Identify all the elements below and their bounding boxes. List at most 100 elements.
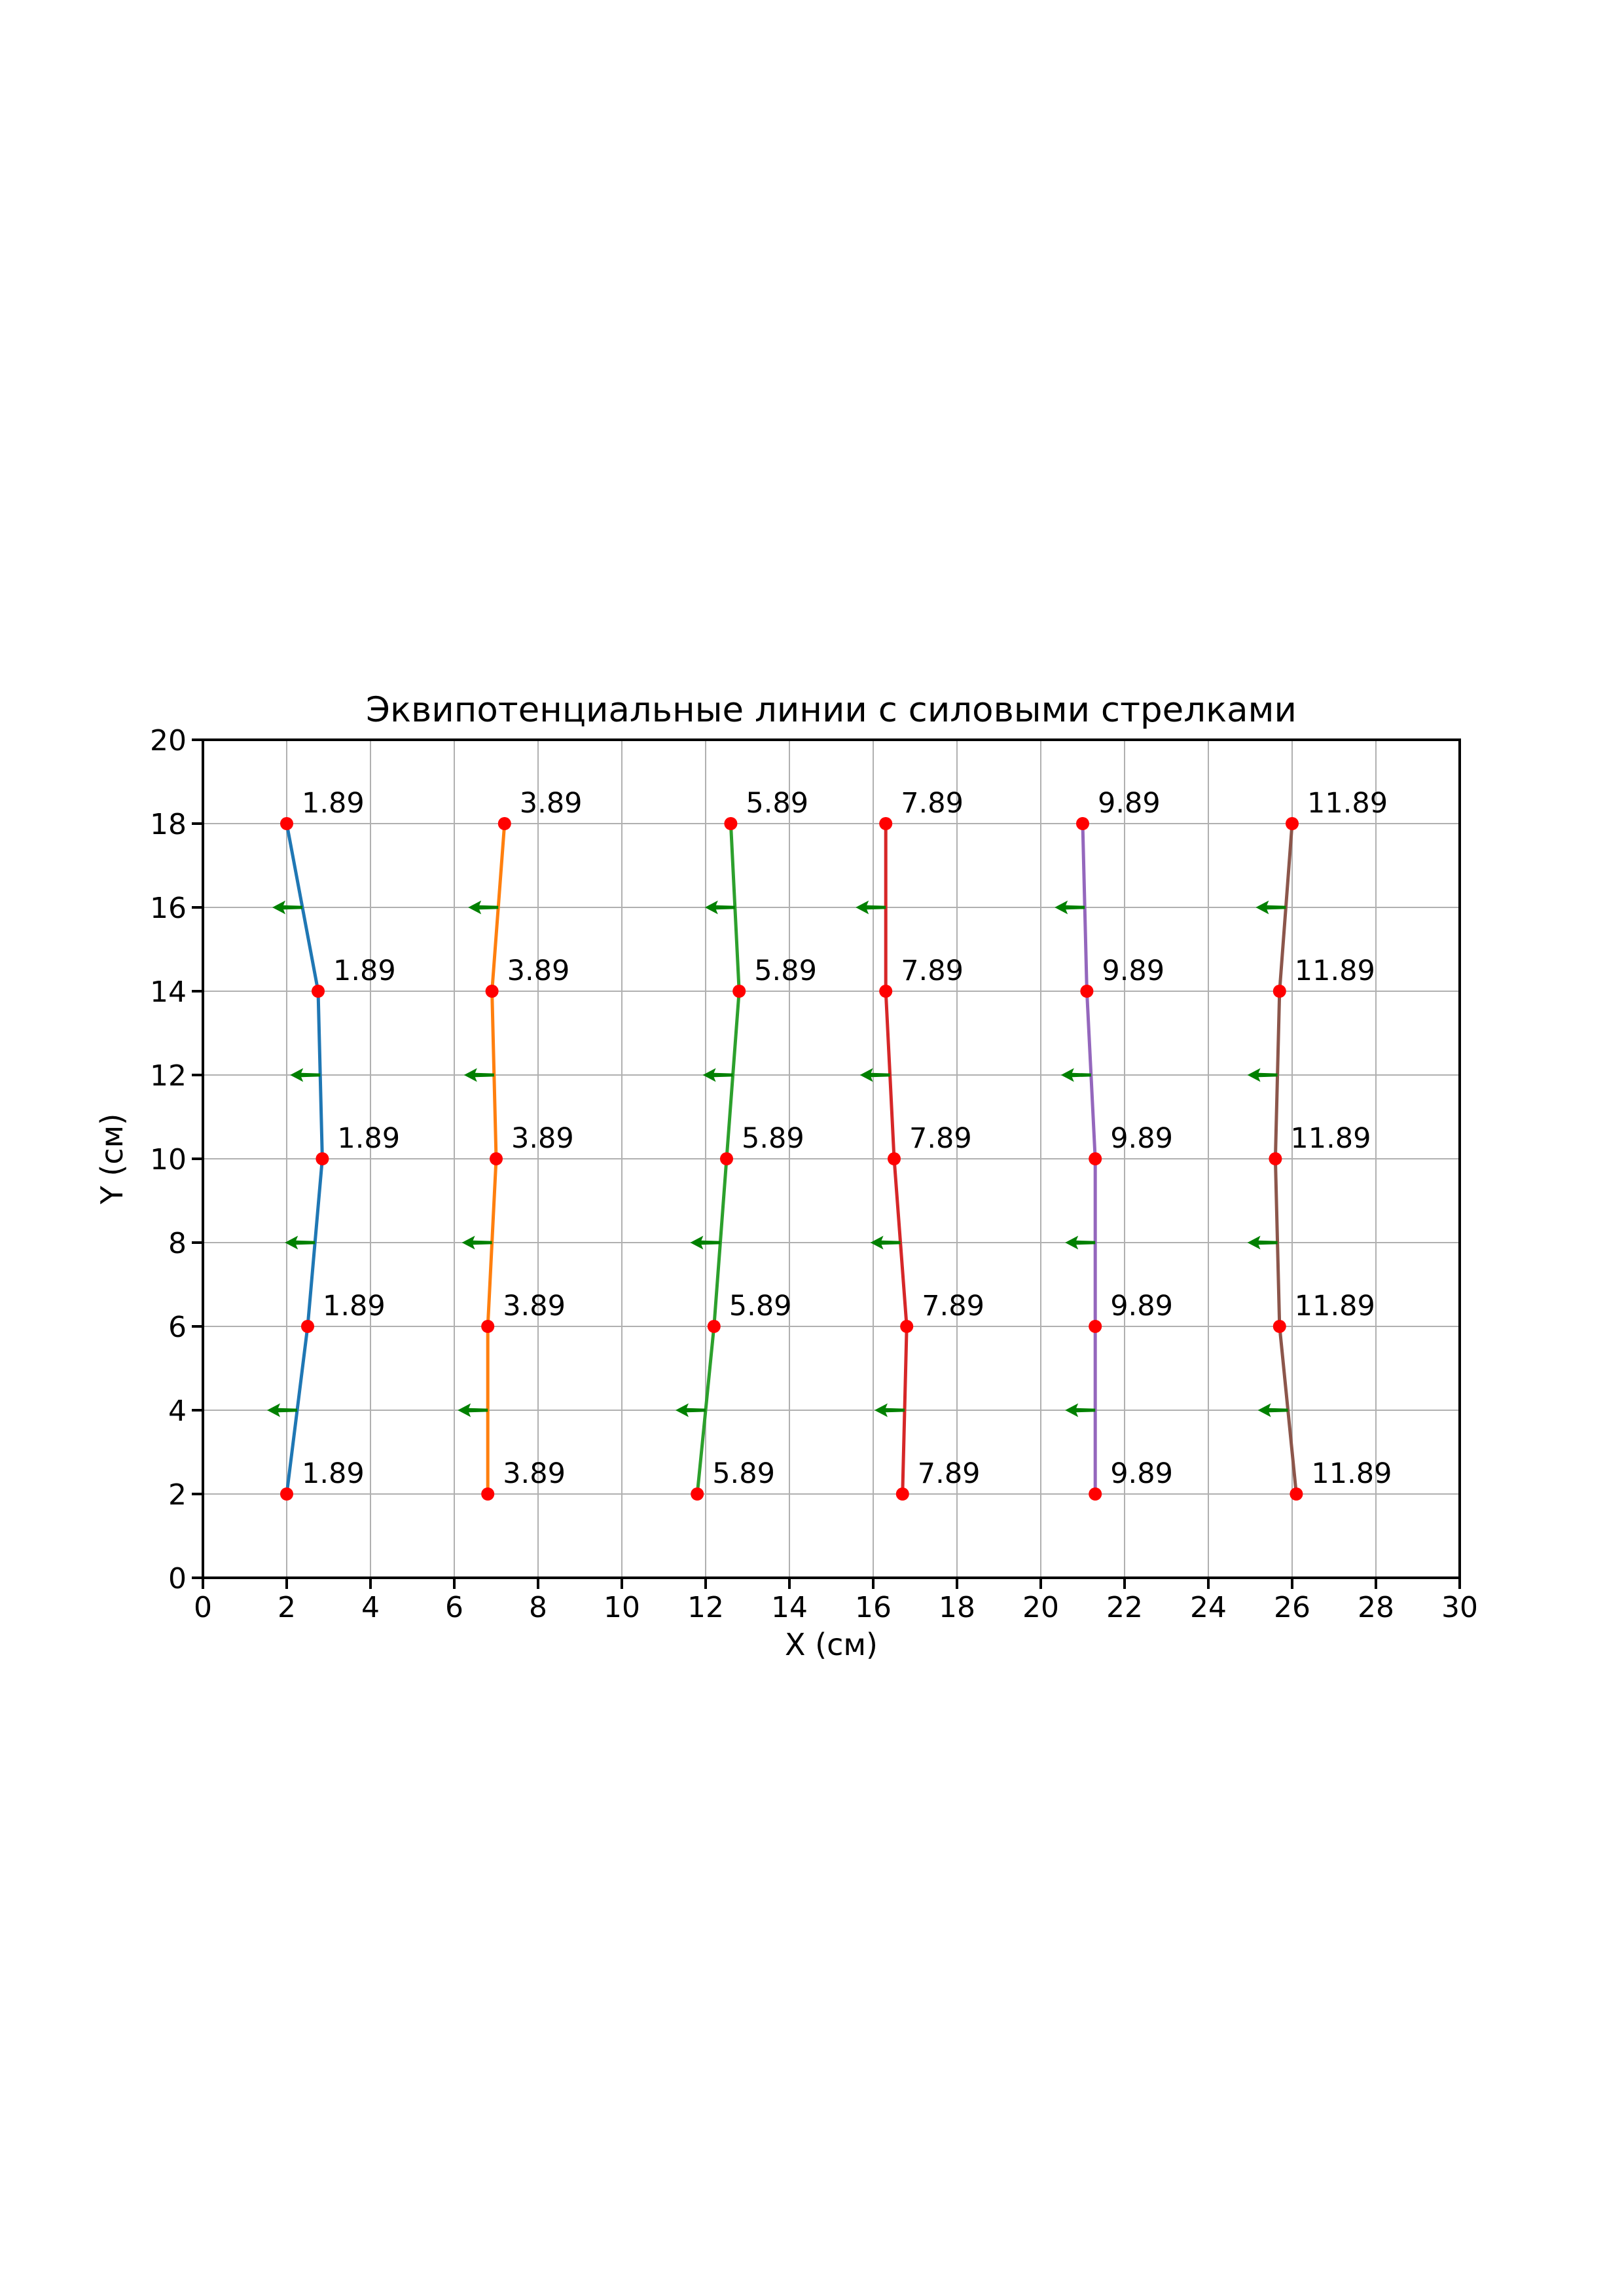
data-point-marker <box>481 1320 495 1333</box>
point-value-label: 3.89 <box>503 1457 566 1490</box>
data-point-marker <box>312 985 325 998</box>
point-value-label: 7.89 <box>918 1457 981 1490</box>
force-arrow <box>1060 1068 1091 1082</box>
point-value-label: 1.89 <box>302 1457 365 1490</box>
x-axis-label: X (см) <box>785 1627 878 1662</box>
data-point-marker <box>301 1320 314 1333</box>
force-arrow <box>1055 900 1085 915</box>
data-point-marker <box>895 1487 909 1501</box>
data-point-marker <box>1272 1320 1286 1333</box>
data-point-marker <box>879 985 893 998</box>
point-value-label: 9.89 <box>1110 1457 1173 1490</box>
x-tick-label: 16 <box>855 1591 892 1624</box>
x-tick-label: 20 <box>1022 1591 1059 1624</box>
force-arrow <box>870 1235 901 1250</box>
y-tick-label: 8 <box>168 1227 187 1260</box>
data-point-marker <box>490 1152 503 1165</box>
x-tick-label: 28 <box>1358 1591 1394 1624</box>
data-point-marker <box>1286 817 1299 830</box>
x-tick-label: 4 <box>361 1591 380 1624</box>
point-value-label: 7.89 <box>901 787 964 820</box>
x-tick-label: 22 <box>1106 1591 1143 1624</box>
y-tick-label: 12 <box>150 1059 187 1093</box>
data-point-marker <box>1269 1152 1282 1165</box>
point-value-label: 11.89 <box>1311 1457 1392 1490</box>
annotation-layer: 1.89 1.89 1.89 1.89 1.89 3.89 3.89 3.89 3.89 3.89… <box>302 787 1392 1490</box>
x-tick-label: 12 <box>687 1591 724 1624</box>
point-value-label: 9.89 <box>1102 955 1164 987</box>
force-arrow <box>458 1403 488 1417</box>
force-arrow <box>285 1235 316 1250</box>
data-point-marker <box>280 1487 293 1501</box>
marker-layer <box>280 817 1303 1501</box>
force-arrow <box>690 1235 721 1250</box>
y-tick-label: 0 <box>168 1562 187 1595</box>
point-value-label: 5.89 <box>742 1122 804 1155</box>
force-arrow <box>1247 1068 1278 1082</box>
point-value-label: 7.89 <box>922 1290 984 1322</box>
y-tick-label: 4 <box>168 1394 187 1428</box>
point-value-label: 3.89 <box>507 955 570 987</box>
point-value-label: 11.89 <box>1295 955 1375 987</box>
force-arrow <box>463 1068 494 1082</box>
data-point-marker <box>1272 985 1286 998</box>
x-tick-label: 24 <box>1190 1591 1227 1624</box>
data-point-marker <box>888 1152 901 1165</box>
force-arrow <box>1065 1403 1096 1417</box>
force-arrow <box>676 1403 706 1417</box>
force-arrow <box>272 900 302 915</box>
y-tick-label: 18 <box>150 808 187 841</box>
data-point-marker <box>316 1152 329 1165</box>
point-value-label: 7.89 <box>909 1122 972 1155</box>
point-value-label: 3.89 <box>503 1290 566 1322</box>
point-value-label: 11.89 <box>1307 787 1388 820</box>
y-axis-label: Y (см) <box>94 1114 130 1205</box>
force-arrow <box>267 1403 297 1417</box>
data-point-marker <box>1089 1487 1102 1501</box>
force-arrow <box>461 1235 492 1250</box>
force-arrow <box>290 1068 321 1082</box>
point-value-label: 5.89 <box>729 1290 792 1322</box>
x-tick-label: 14 <box>771 1591 808 1624</box>
y-tick-label: 16 <box>150 892 187 925</box>
data-point-marker <box>691 1487 704 1501</box>
data-point-marker <box>732 985 746 998</box>
x-tick-label: 2 <box>278 1591 296 1624</box>
point-value-label: 5.89 <box>754 955 817 987</box>
point-value-label: 11.89 <box>1295 1290 1375 1322</box>
data-point-marker <box>1290 1487 1303 1501</box>
point-value-label: 1.89 <box>323 1290 386 1322</box>
point-value-label: 1.89 <box>333 955 396 987</box>
force-arrow <box>856 900 886 915</box>
data-point-marker <box>724 817 738 830</box>
y-tick-label: 14 <box>150 975 187 1009</box>
force-arrow <box>704 900 735 915</box>
point-value-label: 9.89 <box>1098 787 1161 820</box>
x-tick-label: 8 <box>529 1591 547 1624</box>
chart-title: Эквипотенциальные линии с силовыми стрел… <box>366 690 1297 730</box>
data-point-marker <box>1076 817 1089 830</box>
data-point-marker <box>1080 985 1094 998</box>
force-arrow <box>702 1068 733 1082</box>
point-value-label: 9.89 <box>1110 1290 1173 1322</box>
force-arrow <box>859 1068 890 1082</box>
force-arrow <box>875 1403 905 1417</box>
force-arrow <box>1247 1235 1278 1250</box>
point-value-label: 3.89 <box>511 1122 574 1155</box>
data-point-marker <box>879 817 893 830</box>
y-tick-label: 20 <box>150 724 187 757</box>
data-point-marker <box>720 1152 733 1165</box>
x-tick-label: 0 <box>194 1591 212 1624</box>
data-point-marker <box>481 1487 495 1501</box>
point-value-label: 11.89 <box>1290 1122 1371 1155</box>
x-tick-label: 18 <box>939 1591 975 1624</box>
point-value-label: 5.89 <box>746 787 808 820</box>
data-point-marker <box>1089 1320 1102 1333</box>
force-arrow <box>1065 1235 1096 1250</box>
axis-spine <box>202 738 1461 1579</box>
x-tick-label: 26 <box>1274 1591 1310 1624</box>
data-point-marker <box>485 985 499 998</box>
point-value-label: 1.89 <box>337 1122 400 1155</box>
data-point-marker <box>280 817 293 830</box>
